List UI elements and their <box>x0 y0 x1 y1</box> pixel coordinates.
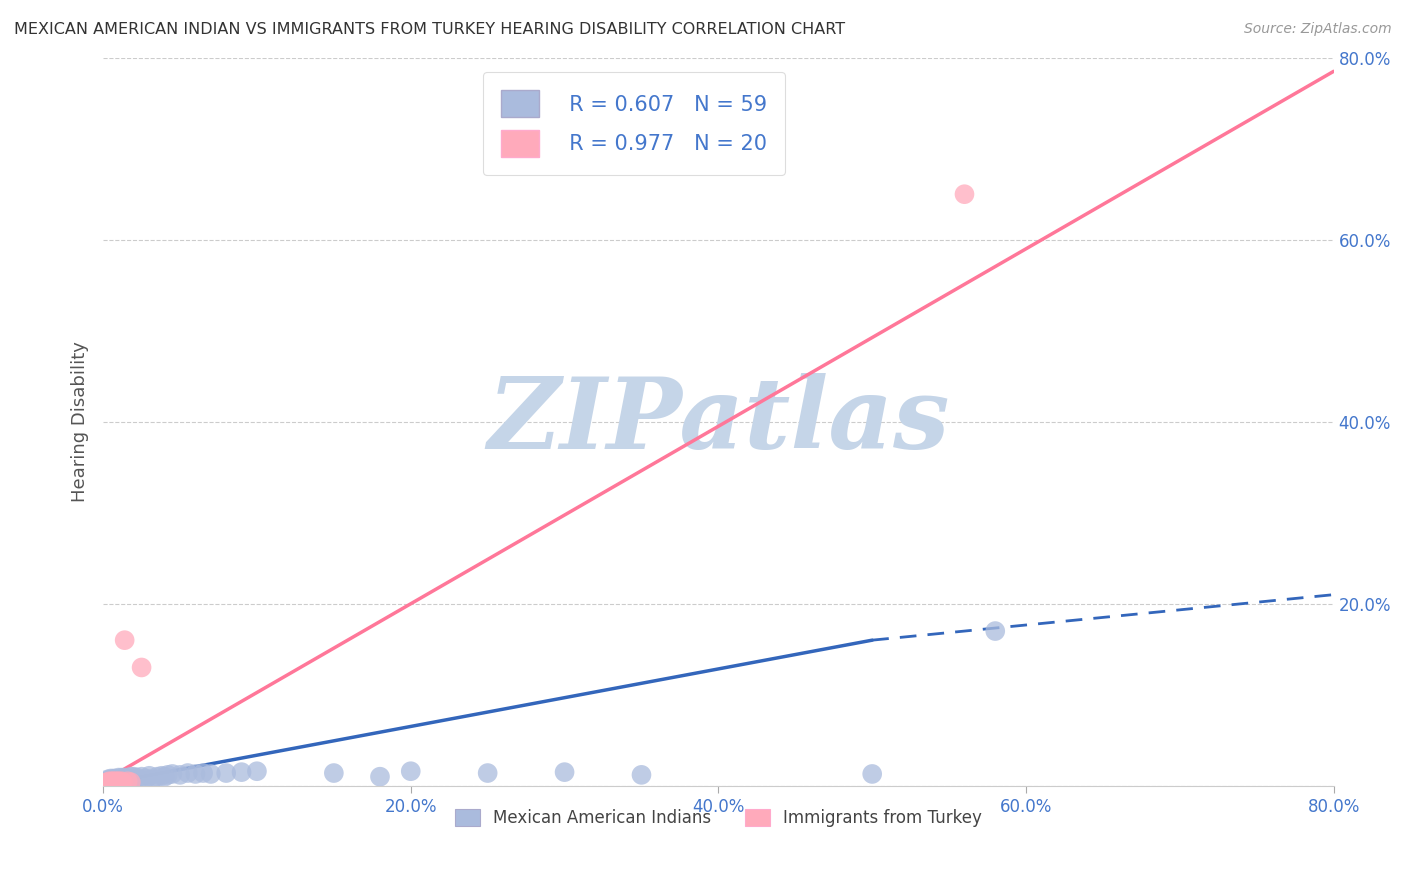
Point <box>114 771 136 785</box>
Point <box>98 774 121 789</box>
Point <box>156 768 179 782</box>
Point <box>100 776 122 790</box>
Point <box>120 770 142 784</box>
Point <box>953 187 976 202</box>
Point <box>117 772 139 786</box>
Point <box>146 770 169 784</box>
Point <box>104 775 127 789</box>
Point <box>117 774 139 789</box>
Point <box>153 770 176 784</box>
Point <box>100 774 122 789</box>
Point <box>135 772 157 786</box>
Point <box>101 775 124 789</box>
Point <box>105 772 128 787</box>
Point <box>105 775 128 789</box>
Legend: Mexican American Indians, Immigrants from Turkey: Mexican American Indians, Immigrants fro… <box>447 801 990 836</box>
Point <box>104 775 127 789</box>
Point <box>141 772 163 787</box>
Point <box>96 774 118 789</box>
Point <box>322 766 344 780</box>
Point <box>104 772 127 787</box>
Point <box>112 772 135 787</box>
Point <box>103 772 125 786</box>
Point <box>191 766 214 780</box>
Point <box>860 767 883 781</box>
Point <box>200 767 222 781</box>
Point <box>110 771 132 785</box>
Point <box>231 765 253 780</box>
Point <box>101 776 124 790</box>
Point <box>108 772 131 787</box>
Point <box>177 766 200 780</box>
Point <box>98 773 121 788</box>
Point <box>112 775 135 789</box>
Point <box>118 772 141 787</box>
Point <box>110 774 132 789</box>
Text: Source: ZipAtlas.com: Source: ZipAtlas.com <box>1244 22 1392 37</box>
Point <box>107 771 129 785</box>
Point <box>101 774 124 789</box>
Point <box>108 775 131 789</box>
Point <box>184 767 207 781</box>
Point <box>246 764 269 779</box>
Point <box>215 766 238 780</box>
Point <box>554 765 576 780</box>
Point <box>984 624 1007 638</box>
Point <box>96 776 118 790</box>
Point <box>399 764 422 779</box>
Point <box>368 770 391 784</box>
Point <box>107 774 129 789</box>
Point <box>131 770 153 784</box>
Point <box>120 775 142 789</box>
Point <box>169 768 191 782</box>
Point <box>103 774 125 789</box>
Point <box>97 775 120 789</box>
Point <box>97 774 120 789</box>
Point <box>477 766 499 780</box>
Point <box>131 660 153 674</box>
Point <box>105 774 128 789</box>
Point <box>110 773 132 788</box>
Point <box>97 776 120 790</box>
Point <box>107 774 129 789</box>
Point <box>138 769 160 783</box>
Text: ZIPatlas: ZIPatlas <box>488 374 949 470</box>
Point <box>114 633 136 648</box>
Point <box>122 770 145 784</box>
Point <box>101 772 124 787</box>
Point <box>96 777 118 791</box>
Point <box>98 776 121 790</box>
Point <box>103 776 125 790</box>
Point <box>150 769 173 783</box>
Point <box>115 774 138 789</box>
Point <box>100 775 122 789</box>
Point <box>93 776 115 790</box>
Point <box>162 767 184 781</box>
Point <box>93 776 115 790</box>
Text: MEXICAN AMERICAN INDIAN VS IMMIGRANTS FROM TURKEY HEARING DISABILITY CORRELATION: MEXICAN AMERICAN INDIAN VS IMMIGRANTS FR… <box>14 22 845 37</box>
Point <box>630 768 652 782</box>
Point <box>103 774 125 789</box>
Point <box>121 772 143 786</box>
Point <box>98 776 121 790</box>
Point <box>97 772 120 787</box>
Point <box>125 771 148 785</box>
Y-axis label: Hearing Disability: Hearing Disability <box>72 342 89 502</box>
Point <box>100 772 122 786</box>
